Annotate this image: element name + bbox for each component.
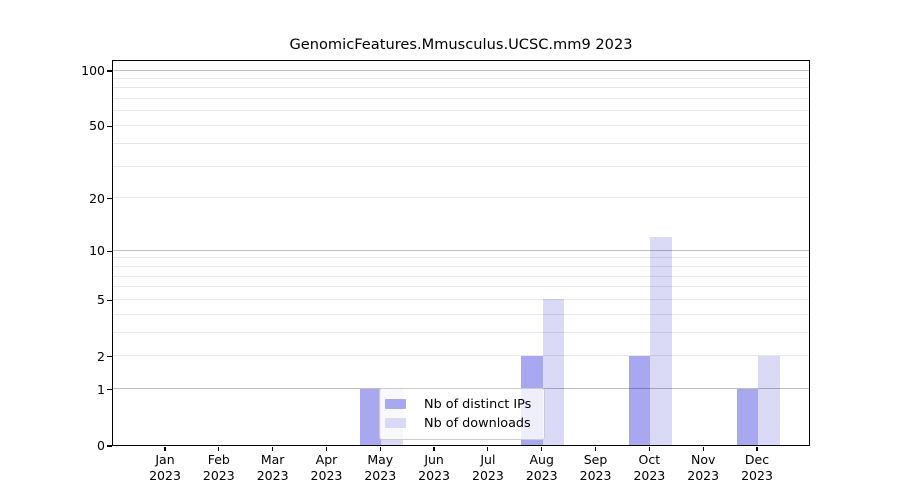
x-tick-mark: [218, 446, 220, 451]
gridline-y-4: [113, 313, 809, 315]
bar-distinct-ips-oct: [628, 355, 651, 445]
x-tick-label-jun: Jun 2023: [418, 452, 450, 483]
y-tick-label-20: 20: [89, 190, 105, 206]
x-tick-mark: [756, 446, 758, 451]
gridline-y-60: [113, 110, 809, 112]
y-tick-mark: [106, 389, 112, 391]
chart-title: GenomicFeatures.Mmusculus.UCSC.mm9 2023: [289, 36, 633, 53]
y-tick-mark: [106, 197, 112, 200]
y-tick-label-100: 100: [81, 62, 105, 78]
gridline-y-10: [113, 249, 809, 251]
x-tick-mark: [272, 446, 274, 451]
y-tick-label-1: 1: [97, 381, 105, 397]
gridline-y-30: [113, 165, 809, 167]
x-tick-label-may: May 2023: [364, 452, 397, 483]
x-tick-mark: [379, 446, 381, 451]
y-tick-mark: [106, 445, 112, 447]
x-tick-label-oct: Oct 2023: [633, 452, 666, 483]
gridline-y-9: [113, 257, 809, 259]
x-tick-mark: [433, 446, 435, 451]
bar-distinct-ips-may: [359, 388, 382, 445]
y-tick-mark: [106, 299, 112, 301]
gridline-y-40: [113, 142, 809, 144]
x-tick-mark: [594, 446, 597, 451]
gridline-y-2: [113, 355, 809, 357]
x-tick-label-dec: Dec 2023: [741, 452, 773, 483]
gridline-y-6: [113, 286, 809, 288]
legend: Nb of distinct IPs Nb of downloads: [379, 388, 546, 440]
y-tick-mark: [106, 250, 112, 252]
gridline-y-90: [113, 77, 809, 79]
x-tick-mark: [541, 446, 543, 451]
x-tick-mark: [648, 446, 650, 451]
x-tick-label-jul: Jul 2023: [472, 452, 504, 483]
x-tick-mark: [487, 446, 489, 451]
legend-item-downloads: Nb of downloads: [385, 414, 531, 432]
y-tick-mark: [106, 70, 112, 72]
y-tick-label-10: 10: [89, 243, 105, 259]
gridline-y-5: [113, 298, 809, 300]
y-tick-label-5: 5: [97, 292, 105, 308]
bar-downloads-oct: [650, 236, 672, 445]
bar-distinct-ips-dec: [736, 388, 758, 445]
gridline-y-50: [113, 125, 809, 126]
gridline-y-70: [113, 98, 809, 100]
x-tick-label-aug: Aug 2023: [525, 452, 558, 483]
x-tick-label-nov: Nov 2023: [687, 452, 720, 483]
legend-label: Nb of downloads: [424, 415, 531, 431]
downloads-swatch-icon: [385, 418, 406, 428]
x-tick-mark: [325, 446, 328, 451]
y-tick-label-0: 0: [97, 438, 105, 453]
gridline-y-80: [113, 87, 809, 89]
gridline-y-8: [113, 266, 809, 267]
y-tick-mark: [106, 125, 112, 128]
x-tick-label-jan: Jan 2023: [149, 452, 181, 483]
bar-downloads-aug: [542, 299, 565, 445]
legend-item-distinct-ips: Nb of distinct IPs: [385, 395, 531, 413]
x-tick-label-apr: Apr 2023: [310, 452, 343, 483]
y-tick-mark: [106, 356, 112, 358]
y-tick-label-50: 50: [89, 118, 105, 134]
bar-downloads-dec: [758, 355, 780, 445]
gridline-y-3: [113, 331, 809, 333]
x-tick-label-sep: Sep 2023: [579, 452, 612, 483]
legend-label: Nb of distinct IPs: [424, 396, 532, 412]
x-tick-label-feb: Feb 2023: [202, 452, 235, 483]
distinct-ips-swatch-icon: [385, 399, 406, 409]
x-tick-mark: [164, 446, 166, 451]
gridline-y-7: [113, 275, 809, 277]
gridline-y-20: [113, 197, 809, 199]
gridline-y-100: [113, 69, 809, 71]
x-tick-mark: [702, 446, 704, 451]
x-tick-label-mar: Mar 2023: [256, 452, 289, 483]
y-tick-label-2: 2: [97, 348, 105, 364]
